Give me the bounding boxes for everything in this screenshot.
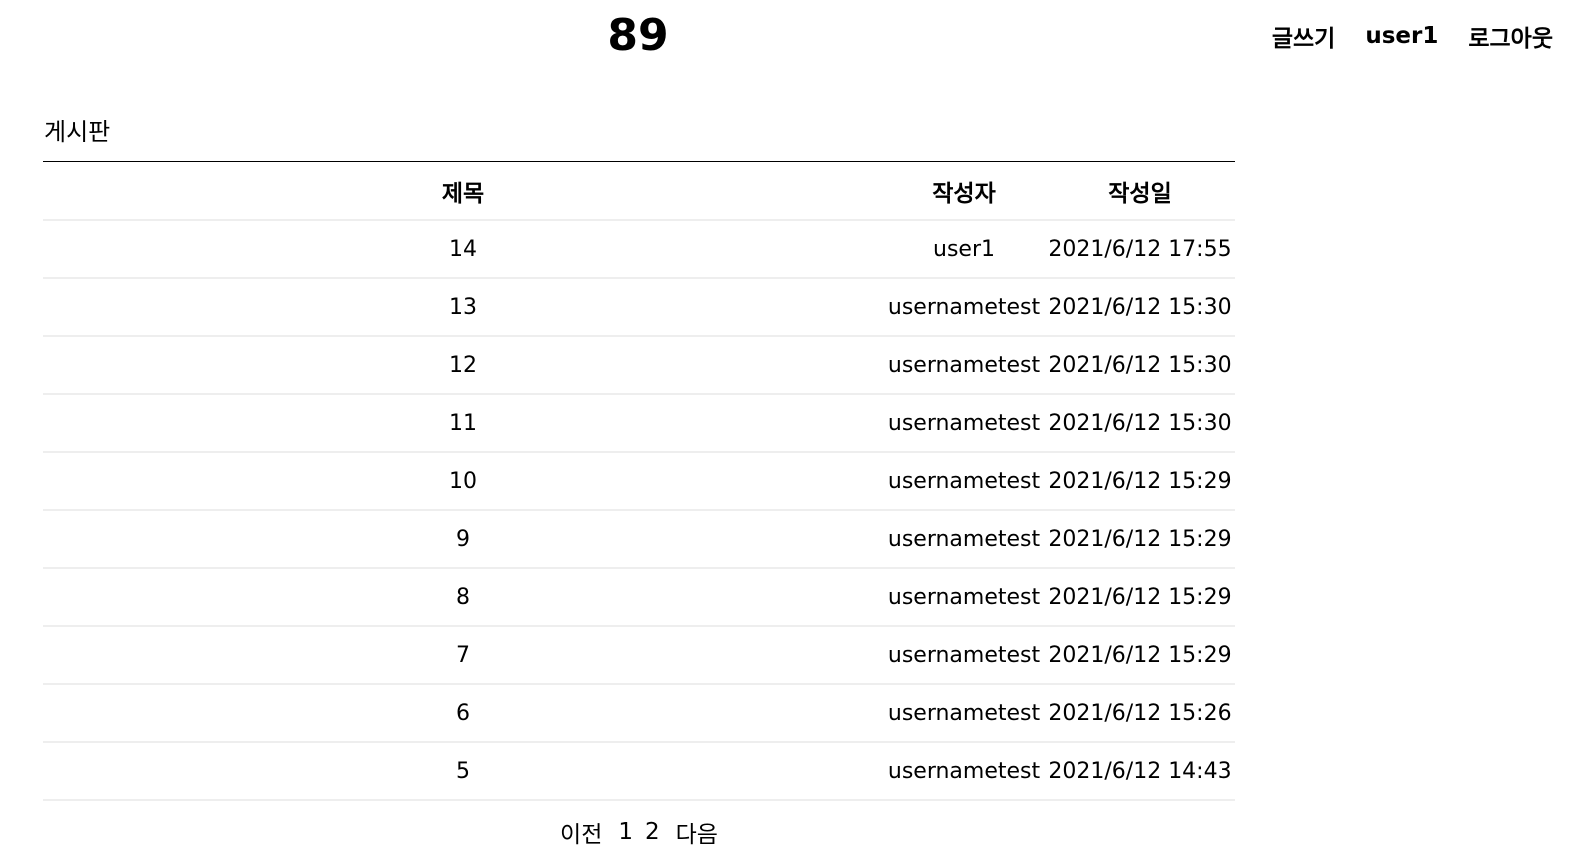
table-row[interactable]: 14 user1 2021/6/12 17:55 xyxy=(43,220,1235,279)
post-author: usernametest xyxy=(883,394,1045,453)
post-author: usernametest xyxy=(883,742,1045,801)
table-header-row: 제목 작성자 작성일 xyxy=(43,161,1235,221)
page-link-1[interactable]: 1 xyxy=(618,819,633,845)
next-page-link[interactable]: 다음 xyxy=(675,822,718,848)
page-link-2[interactable]: 2 xyxy=(645,819,660,845)
post-title-link[interactable]: 11 xyxy=(43,394,883,453)
logout-link[interactable]: 로그아웃 xyxy=(1468,26,1553,52)
column-header-author: 작성자 xyxy=(883,161,1045,221)
pagination: 이전 1 2 다음 xyxy=(43,814,1235,850)
table-row[interactable]: 11 usernametest 2021/6/12 15:30 xyxy=(43,394,1235,453)
table-row[interactable]: 12 usernametest 2021/6/12 15:30 xyxy=(43,336,1235,395)
site-title[interactable]: 89 xyxy=(607,10,669,61)
post-date: 2021/6/12 15:29 xyxy=(1045,626,1235,685)
post-date: 2021/6/12 15:29 xyxy=(1045,568,1235,627)
post-title-link[interactable]: 13 xyxy=(43,278,883,337)
post-author: usernametest xyxy=(883,510,1045,569)
table-row[interactable]: 9 usernametest 2021/6/12 15:29 xyxy=(43,510,1235,569)
board-table: 제목 작성자 작성일 14 user1 2021/6/12 17:55 13 u… xyxy=(43,161,1235,801)
table-row[interactable]: 5 usernametest 2021/6/12 14:43 xyxy=(43,742,1235,801)
post-date: 2021/6/12 15:30 xyxy=(1045,336,1235,395)
post-title-link[interactable]: 5 xyxy=(43,742,883,801)
post-date: 2021/6/12 15:26 xyxy=(1045,684,1235,743)
table-row[interactable]: 7 usernametest 2021/6/12 15:29 xyxy=(43,626,1235,685)
post-date: 2021/6/12 17:55 xyxy=(1045,220,1235,279)
post-author: user1 xyxy=(883,220,1045,279)
post-title-link[interactable]: 9 xyxy=(43,510,883,569)
post-author: usernametest xyxy=(883,568,1045,627)
username-link[interactable]: user1 xyxy=(1365,23,1439,49)
table-row[interactable]: 8 usernametest 2021/6/12 15:29 xyxy=(43,568,1235,627)
table-row[interactable]: 6 usernametest 2021/6/12 15:26 xyxy=(43,684,1235,743)
table-row[interactable]: 13 usernametest 2021/6/12 15:30 xyxy=(43,278,1235,337)
post-date: 2021/6/12 14:43 xyxy=(1045,742,1235,801)
top-nav: 글쓰기 user1 로그아웃 xyxy=(1242,14,1553,58)
post-date: 2021/6/12 15:29 xyxy=(1045,510,1235,569)
post-author: usernametest xyxy=(883,684,1045,743)
board-title: 게시판 xyxy=(44,118,111,146)
write-link[interactable]: 글쓰기 xyxy=(1271,26,1336,52)
column-header-date: 작성일 xyxy=(1045,161,1235,221)
post-author: usernametest xyxy=(883,336,1045,395)
prev-page-link[interactable]: 이전 xyxy=(560,822,603,848)
post-title-link[interactable]: 8 xyxy=(43,568,883,627)
column-header-title: 제목 xyxy=(43,161,883,221)
post-author: usernametest xyxy=(883,452,1045,511)
post-date: 2021/6/12 15:30 xyxy=(1045,394,1235,453)
post-title-link[interactable]: 6 xyxy=(43,684,883,743)
post-title-link[interactable]: 10 xyxy=(43,452,883,511)
post-date: 2021/6/12 15:30 xyxy=(1045,278,1235,337)
post-author: usernametest xyxy=(883,278,1045,337)
table-row[interactable]: 10 usernametest 2021/6/12 15:29 xyxy=(43,452,1235,511)
post-title-link[interactable]: 12 xyxy=(43,336,883,395)
post-author: usernametest xyxy=(883,626,1045,685)
post-title-link[interactable]: 7 xyxy=(43,626,883,685)
post-title-link[interactable]: 14 xyxy=(43,220,883,279)
post-date: 2021/6/12 15:29 xyxy=(1045,452,1235,511)
